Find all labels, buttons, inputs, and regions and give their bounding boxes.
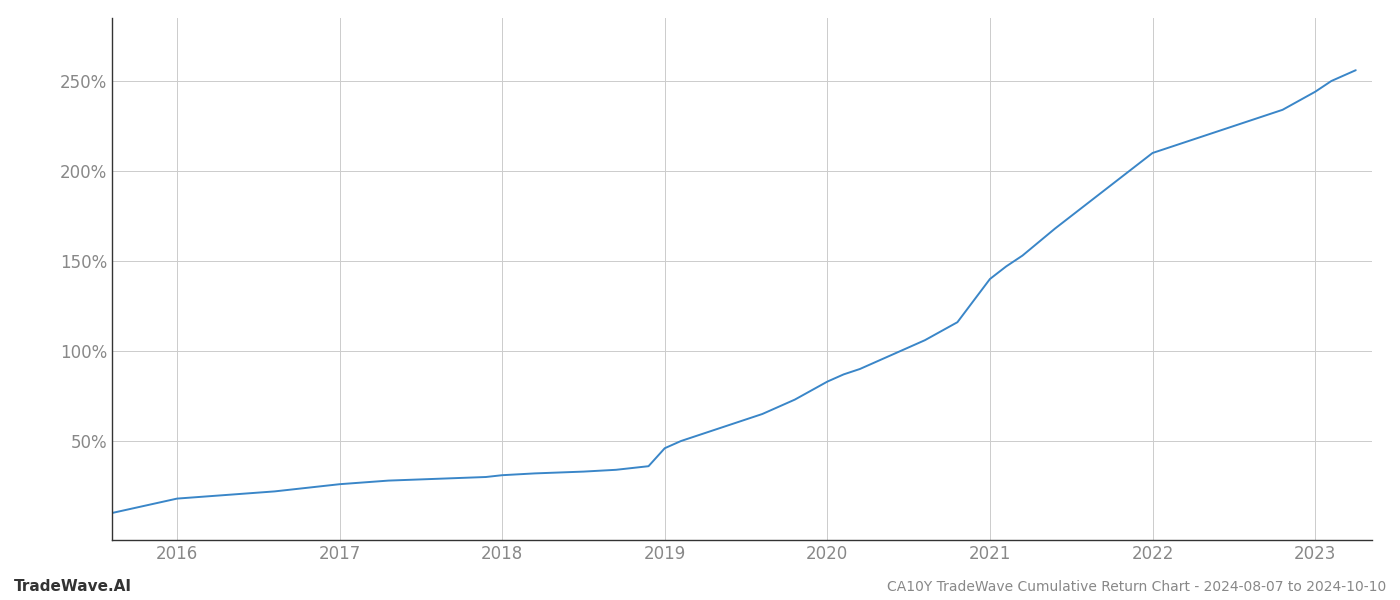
Text: TradeWave.AI: TradeWave.AI [14, 579, 132, 594]
Text: CA10Y TradeWave Cumulative Return Chart - 2024-08-07 to 2024-10-10: CA10Y TradeWave Cumulative Return Chart … [886, 580, 1386, 594]
